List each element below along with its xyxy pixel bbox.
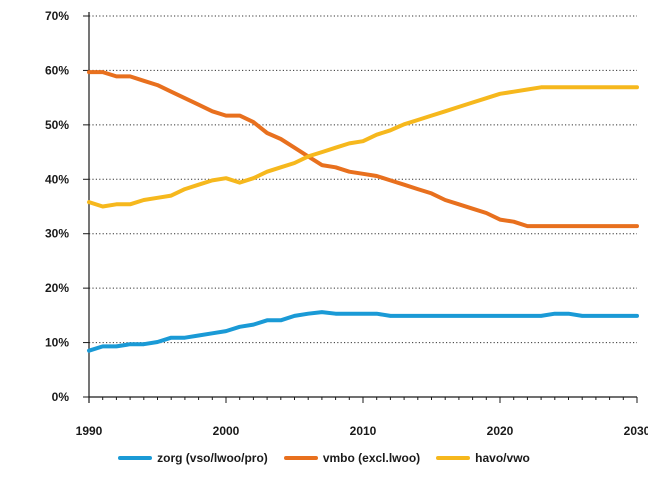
y-tick-label: 50% xyxy=(45,118,69,132)
legend-label: havo/vwo xyxy=(475,451,530,465)
legend-label: vmbo (excl.lwoo) xyxy=(322,451,421,465)
series-line-1 xyxy=(87,70,639,229)
y-tick-label: 0% xyxy=(52,390,70,404)
y-tick-label: 70% xyxy=(45,9,69,23)
x-tick-label: 2020 xyxy=(487,424,514,438)
legend-swatch xyxy=(436,456,471,460)
y-tick-label: 40% xyxy=(45,172,69,186)
gridlines xyxy=(89,15,637,344)
x-tick-label: 2030 xyxy=(624,424,648,438)
y-tick-label: 10% xyxy=(45,336,69,350)
legend-swatch xyxy=(283,456,318,460)
y-tick-label: 30% xyxy=(45,227,69,241)
x-tick-label: 2000 xyxy=(213,424,240,438)
legend-item: vmbo (excl.lwoo) xyxy=(283,451,421,465)
x-tick-label: 1990 xyxy=(76,424,103,438)
y-tick-label: 20% xyxy=(45,281,69,295)
series-line-2 xyxy=(87,85,639,209)
legend-swatch xyxy=(118,456,153,460)
legend-label: zorg (vso/lwoo/pro) xyxy=(157,451,268,465)
series-lines xyxy=(87,70,639,353)
legend: zorg (vso/lwoo/pro) vmbo (excl.lwoo) havo/… xyxy=(0,451,648,465)
legend-item: havo/vwo xyxy=(436,451,530,465)
y-tick-label: 60% xyxy=(45,63,69,77)
x-tick-label: 2010 xyxy=(350,424,377,438)
legend-item: zorg (vso/lwoo/pro) xyxy=(118,451,268,465)
axes: 0% 10% 20% 30% 40% 50% 60% 70% 1990 2000 2010 2020 2… xyxy=(45,9,648,438)
series-line-0 xyxy=(87,310,639,353)
